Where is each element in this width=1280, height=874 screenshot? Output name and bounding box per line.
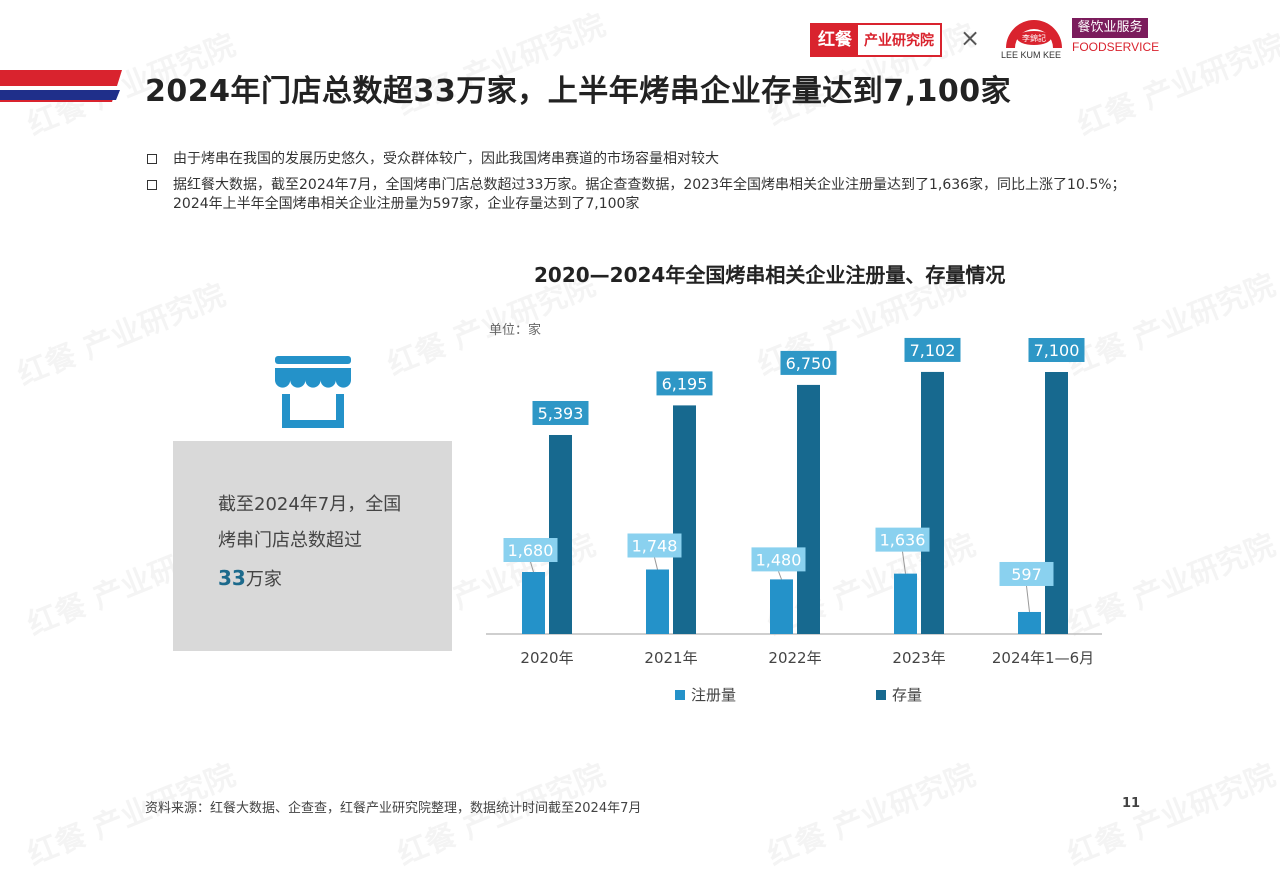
- data-label-leader: [530, 561, 534, 573]
- data-label-box: [503, 538, 558, 563]
- page-title: 2024年门店总数超33万家，上半年烤串企业存量达到7,100家: [145, 74, 1012, 109]
- data-label-leader: [654, 557, 658, 570]
- data-label-box: [1028, 338, 1085, 362]
- data-label-stock: 7,102: [910, 341, 956, 360]
- x-tick-label: 2022年: [768, 649, 821, 667]
- data-label-registration: 1,636: [880, 531, 926, 550]
- x-tick-label: 2024年1—6月: [992, 649, 1094, 667]
- legend-item-registration: 注册量: [675, 684, 736, 705]
- bullet-item: 由于烤串在我国的发展历史悠久，受众群体较广，因此我国烤串赛道的市场容量相对较大: [145, 150, 1155, 169]
- x-tick-label: 2020年: [520, 649, 573, 667]
- foodservice-logo-en: FOODSERVICE: [1072, 40, 1160, 54]
- hongcan-logo-mark: 红餐: [812, 25, 858, 55]
- data-label-box: [904, 337, 961, 362]
- storefront-icon: [275, 356, 351, 428]
- bullet-square-icon: [147, 154, 157, 164]
- data-label-registration: 1,748: [632, 536, 678, 555]
- legend-swatch-stock: [876, 689, 886, 700]
- bullet-text: 据红餐大数据，截至2024年7月，全国烤串门店总数超过33万家。据企查查数据，2…: [173, 177, 1126, 212]
- info-box-number: 33: [218, 566, 246, 590]
- info-box-text: 截至2024年7月，全国烤串门店总数超过: [218, 494, 402, 551]
- legend-label: 注册量: [691, 686, 737, 704]
- bullet-text: 由于烤串在我国的发展历史悠久，受众群体较广，因此我国烤串赛道的市场容量相对较大: [173, 151, 719, 167]
- legend-swatch-registration: [675, 689, 685, 700]
- bullet-list: 由于烤串在我国的发展历史悠久，受众群体较广，因此我国烤串赛道的市场容量相对较大 …: [145, 150, 1155, 221]
- x-tick-label: 2023年: [892, 649, 945, 667]
- data-label-stock: 7,100: [1034, 341, 1080, 360]
- foodservice-logo: 餐饮业服务 FOODSERVICE: [1072, 18, 1160, 58]
- bar-chart: 1,680 5,393 2020年 1,748 6,195 2021年 1,480 6,750…: [486, 337, 1102, 667]
- bar-stock: [797, 384, 820, 634]
- data-label-box: [532, 400, 589, 425]
- data-label-registration: 1,680: [508, 541, 554, 560]
- bar-registration: [894, 573, 917, 634]
- source-note: 资料来源：红餐大数据、企查查，红餐产业研究院整理，数据统计时间截至2024年7月: [145, 801, 642, 816]
- data-label-leader: [902, 551, 906, 574]
- info-box-stat: 33万家: [218, 565, 282, 591]
- times-symbol: ×: [960, 24, 981, 52]
- bullet-square-icon: [147, 180, 157, 190]
- bar-registration: [770, 579, 793, 634]
- bar-registration: [1018, 611, 1041, 634]
- info-box-unit: 万家: [245, 569, 282, 590]
- data-label-leader: [778, 571, 782, 580]
- data-label-stock: 6,750: [786, 354, 832, 373]
- legend-item-stock: 存量: [876, 684, 922, 705]
- page-number: 11: [1122, 796, 1141, 811]
- bar-stock: [549, 434, 572, 634]
- info-box: [173, 441, 452, 651]
- data-label-box: [875, 527, 930, 552]
- hongcan-logo: 红餐 产业研究院: [810, 23, 942, 57]
- foodservice-logo-cn: 餐饮业服务: [1072, 18, 1148, 38]
- data-label-box: [780, 350, 837, 375]
- data-label-box: [627, 533, 682, 558]
- bullet-item: 据红餐大数据，截至2024年7月，全国烤串门店总数超过33万家。据企查查数据，2…: [145, 176, 1155, 214]
- bar-stock: [921, 371, 944, 634]
- chart-unit-label: 单位：家: [489, 323, 542, 338]
- header-stripe: [0, 70, 122, 102]
- hongcan-logo-text: 产业研究院: [864, 33, 934, 49]
- data-label-registration: 597: [1011, 565, 1042, 584]
- x-tick-label: 2021年: [644, 649, 697, 667]
- bar-stock: [673, 405, 696, 634]
- data-label-leader: [1026, 585, 1030, 613]
- data-label-box: [751, 547, 806, 572]
- lee-kum-kee-logo-text: LEE KUM KEE: [1001, 50, 1062, 60]
- chart-title: 2020—2024年全国烤串相关企业注册量、存量情况: [534, 263, 1006, 287]
- data-label-stock: 5,393: [538, 404, 584, 423]
- data-label-stock: 6,195: [662, 374, 708, 393]
- data-label-registration: 1,480: [756, 550, 802, 569]
- bar-stock: [1045, 372, 1068, 634]
- bar-registration: [522, 572, 545, 634]
- data-label-box: [656, 371, 713, 396]
- legend-label: 存量: [892, 686, 923, 704]
- svg-text:李錦記: 李錦記: [1022, 33, 1046, 43]
- data-label-box: [999, 561, 1054, 586]
- bar-registration: [646, 569, 669, 634]
- lee-kum-kee-logo: 李錦記: [1006, 20, 1062, 48]
